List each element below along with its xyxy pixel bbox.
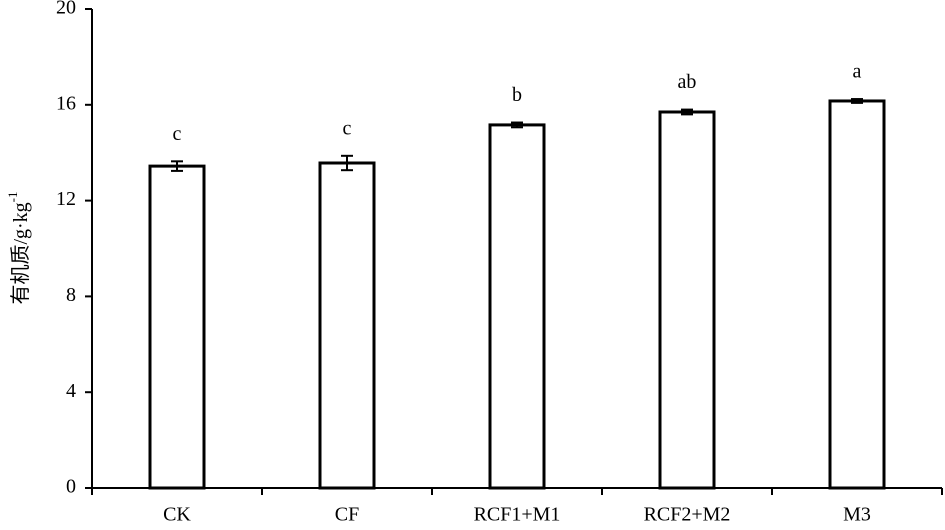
significance-label: b: [512, 84, 522, 106]
significance-label: c: [173, 123, 182, 145]
significance-label: c: [343, 117, 352, 139]
y-axis-label-superscript: -1: [5, 191, 20, 202]
x-tick-label: RCF2+M2: [644, 504, 731, 526]
x-tick-label: CF: [335, 504, 359, 526]
y-tick-label: 20: [56, 0, 76, 19]
bar: [488, 123, 546, 490]
y-axis-label: 有机质/g·kg-1: [5, 191, 32, 304]
y-tick-label: 4: [66, 380, 76, 402]
significance-label: ab: [678, 71, 697, 93]
x-tick-label: CK: [163, 504, 191, 526]
significance-label: a: [853, 61, 862, 83]
y-axis-label-text: 有机质/g·kg: [9, 202, 32, 304]
y-tick-label: 0: [66, 476, 76, 498]
y-tick-label: 12: [56, 188, 76, 210]
bar: [658, 110, 716, 490]
bar: [318, 161, 376, 490]
y-tick-label: 16: [56, 92, 76, 114]
x-tick-label: M3: [843, 504, 871, 526]
bar: [828, 99, 886, 490]
bar: [148, 164, 206, 490]
x-tick-label: RCF1+M1: [474, 504, 561, 526]
y-tick-label: 8: [66, 284, 76, 306]
